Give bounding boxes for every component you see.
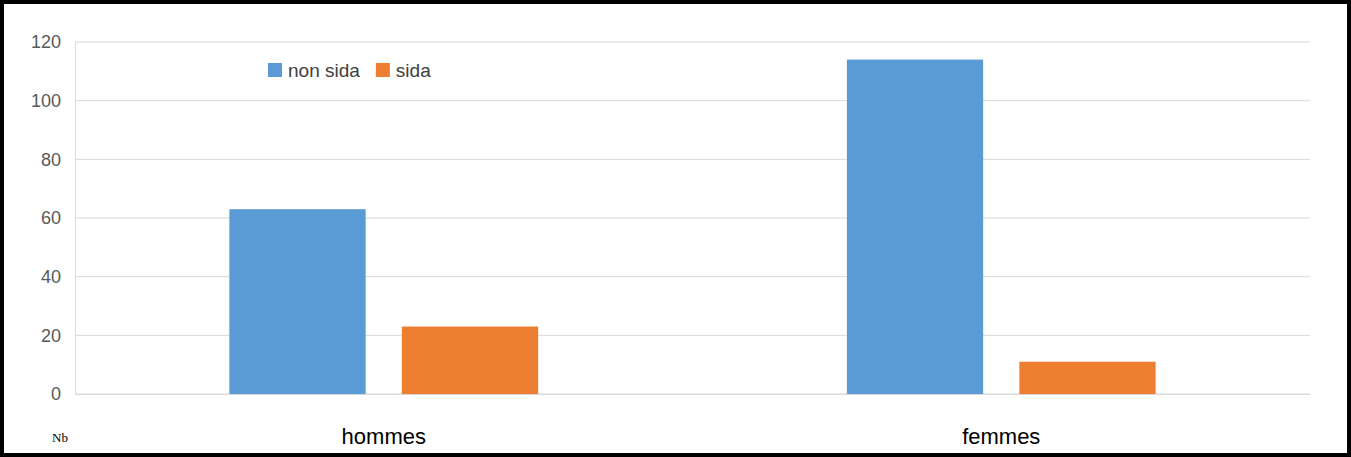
legend-label: sida [396, 60, 431, 81]
y-tick: 40 [41, 267, 75, 287]
x-axis: hommes femmes [76, 394, 1311, 449]
y-tick: 100 [31, 91, 75, 111]
grid-line [75, 100, 1310, 101]
grid-line [75, 42, 1310, 43]
bar [847, 60, 983, 394]
y-axis-label: Nb [52, 430, 68, 445]
y-tick-label: 120 [31, 32, 61, 52]
x-tick: hommes [342, 394, 426, 449]
y-tick: 20 [41, 326, 75, 346]
y-tick: 60 [41, 208, 75, 228]
bar [1019, 362, 1155, 394]
legend-item: sida [376, 60, 431, 81]
x-tick-label: femmes [962, 424, 1040, 449]
bars [229, 60, 1155, 394]
legend: non sida sida [268, 60, 431, 81]
y-tick: 80 [41, 150, 75, 170]
bar [402, 327, 538, 394]
y-tick: 0 [51, 384, 75, 404]
y-axis-line [75, 43, 76, 395]
y-tick-label: 80 [41, 150, 61, 170]
y-tick-label: 40 [41, 267, 61, 287]
frame [2, 2, 1349, 455]
x-axis-line [76, 394, 1311, 395]
grid-line [75, 159, 1310, 160]
y-tick-label: 20 [41, 326, 61, 346]
y-tick-label: 60 [41, 208, 61, 228]
x-tick: femmes [962, 394, 1040, 449]
y-axis: 0 20 40 60 80 100 120 [31, 32, 76, 404]
grid [75, 42, 1310, 394]
legend-swatch [268, 63, 282, 77]
legend-swatch [376, 63, 390, 77]
y-tick-label: 100 [31, 91, 61, 111]
y-tick-label: 0 [51, 384, 61, 404]
chart: 0 20 40 60 80 100 120 hommes femmes Nb non sida sid… [0, 0, 1351, 457]
bar [229, 209, 365, 394]
legend-item: non sida [268, 60, 360, 81]
legend-label: non sida [288, 60, 360, 81]
y-tick: 120 [31, 32, 75, 52]
x-tick-label: hommes [342, 424, 426, 449]
